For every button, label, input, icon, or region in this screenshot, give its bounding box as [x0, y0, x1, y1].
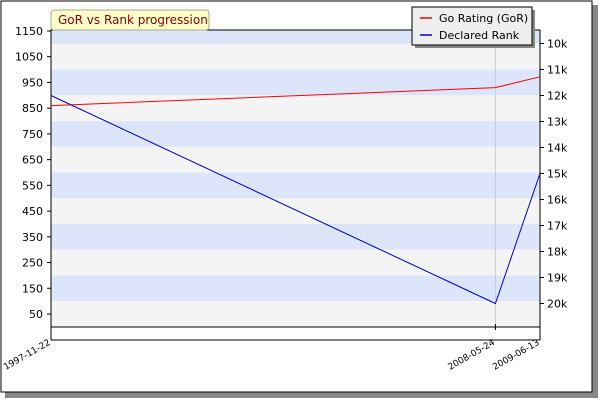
y-left-tick-label: 350	[22, 231, 43, 244]
y-left-tick-label: 250	[22, 257, 43, 270]
y-left-tick-label: 550	[22, 179, 43, 192]
plot-band	[51, 69, 540, 96]
chart-title: GoR vs Rank progression	[58, 13, 208, 27]
y-right-tick-label: 16k	[547, 194, 568, 207]
y-left-tick-label: 1150	[15, 25, 43, 38]
chart-title-background	[50, 9, 210, 31]
plot-band	[51, 249, 540, 276]
legend: Go Rating (GoR) Declared Rank	[411, 6, 535, 48]
y-right-tick-label: 15k	[547, 168, 568, 181]
plot-band	[51, 301, 540, 327]
y-left-tick-label: 850	[22, 102, 43, 115]
y-left-tick-label: 750	[22, 128, 43, 141]
y-right-tick-label: 14k	[547, 142, 568, 155]
y-right-tick-label: 19k	[547, 272, 568, 285]
y-left-tick-label: 450	[22, 205, 43, 218]
y-left-tick-label: 650	[22, 154, 43, 167]
plot-border	[50, 29, 541, 328]
plot-area	[50, 29, 541, 328]
plot-band	[51, 43, 540, 70]
y-left-tick-label: 50	[29, 308, 43, 321]
plot-band	[51, 223, 540, 250]
series-line-rank	[50, 95, 541, 305]
y-right-tick-label: 13k	[547, 116, 568, 129]
plot-band	[51, 198, 540, 224]
series-lines	[50, 76, 541, 305]
legend-box	[411, 6, 533, 46]
y-right-tick-label: 10k	[547, 38, 568, 51]
legend-label-gor: Go Rating (GoR)	[439, 12, 528, 25]
y-left-tick-label: 1050	[15, 51, 43, 64]
y-left-tick-label: 150	[22, 282, 43, 295]
y-right-tick-label: 17k	[547, 220, 568, 233]
plot-band	[51, 275, 540, 302]
series-line-gor	[50, 76, 541, 107]
chart-title-box: GoR vs Rank progression	[50, 9, 210, 31]
y-right-tick-label: 12k	[547, 90, 568, 103]
plot-band	[51, 146, 540, 173]
y-right-tick-label: 11k	[547, 64, 568, 77]
y-right-tick-label: 20k	[547, 298, 568, 311]
plot-band	[51, 121, 540, 147]
plot-band	[51, 95, 540, 122]
plot-band	[51, 172, 540, 199]
y-right-tick-label: 18k	[547, 246, 568, 259]
y-left-tick-label: 950	[22, 76, 43, 89]
legend-label-rank: Declared Rank	[439, 29, 520, 42]
